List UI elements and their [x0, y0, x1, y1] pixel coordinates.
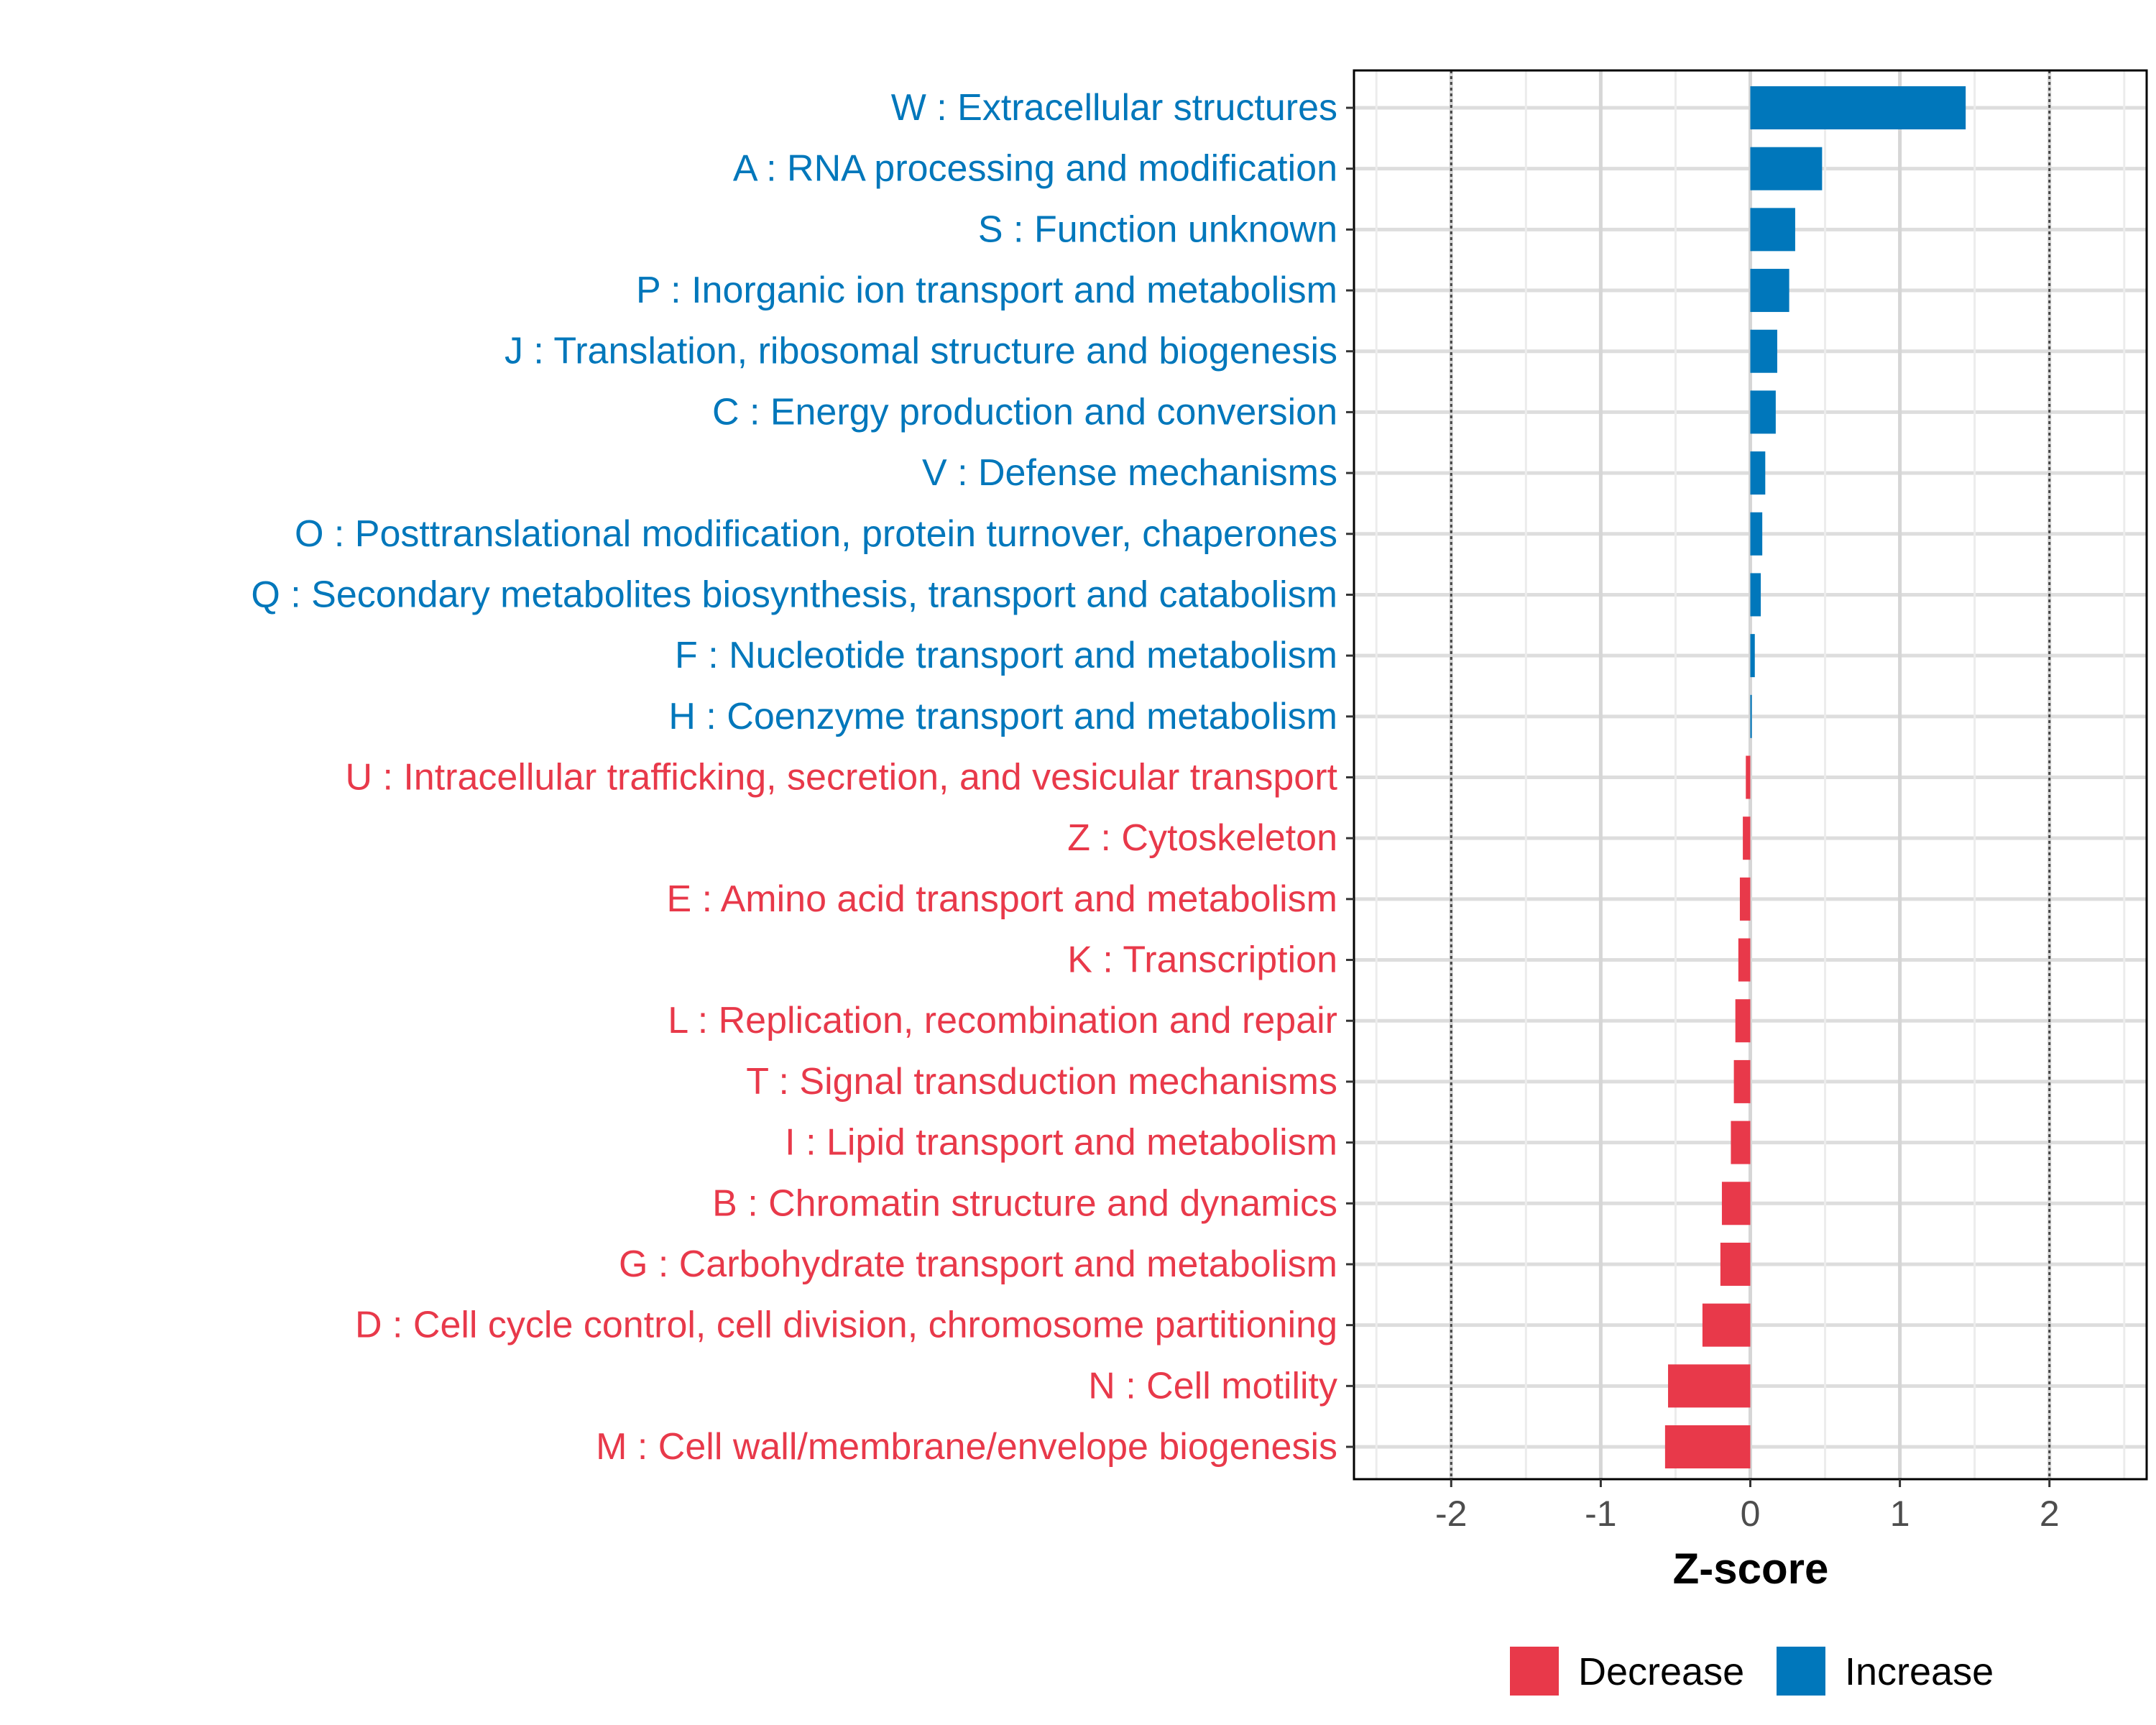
bars: [1664, 86, 1966, 1468]
x-axis: -2 -1 0 1 2: [1435, 1479, 2060, 1534]
y-tick-label: H : Coenzyme transport and metabolism: [668, 696, 1337, 737]
y-tick-label: K : Transcription: [1067, 939, 1337, 981]
x-tick-label: -2: [1435, 1494, 1467, 1534]
bar: [1750, 329, 1777, 373]
y-tick-label: U : Intracellular trafficking, secretion…: [345, 757, 1337, 799]
bar: [1750, 634, 1755, 678]
bar: [1750, 451, 1766, 495]
y-tick-label: F : Nucleotide transport and metabolism: [675, 635, 1337, 676]
bar: [1739, 877, 1751, 921]
reference-lines: [1450, 70, 2051, 1479]
x-tick-label: 1: [1890, 1494, 1910, 1534]
y-tick-label: A : RNA processing and modification: [733, 148, 1337, 190]
y-tick-label: T : Signal transduction mechanisms: [746, 1061, 1337, 1103]
bar: [1721, 1182, 1751, 1225]
y-tick-label: J : Translation, ribosomal structure and…: [505, 331, 1337, 372]
legend-swatch: [1777, 1647, 1825, 1696]
x-axis-label: Z-score: [1673, 1545, 1829, 1593]
legend: Decrease Increase: [1510, 1647, 1994, 1696]
bar: [1738, 938, 1751, 982]
bar: [1750, 573, 1761, 617]
bar: [1750, 512, 1763, 556]
bar: [1731, 1121, 1751, 1164]
x-tick-label: 0: [1741, 1494, 1761, 1534]
vertical-gridlines: [1375, 70, 2126, 1479]
y-tick-label: W : Extracellular structures: [891, 87, 1337, 129]
y-tick-label: I : Lipid transport and metabolism: [785, 1122, 1337, 1164]
bar: [1750, 694, 1752, 738]
x-tick-label: -1: [1585, 1494, 1616, 1534]
y-tick-label: O : Posttranslational modification, prot…: [295, 513, 1337, 555]
bar: [1702, 1303, 1751, 1347]
legend-label: Decrease: [1578, 1650, 1744, 1693]
y-tick-label: Q : Secondary metabolites biosynthesis, …: [251, 574, 1337, 615]
y-tick-label: N : Cell motility: [1088, 1365, 1337, 1407]
legend-swatch: [1510, 1647, 1559, 1696]
y-tick-label: P : Inorganic ion transport and metaboli…: [636, 270, 1337, 311]
bar: [1733, 1059, 1751, 1103]
bar: [1750, 208, 1795, 252]
legend-label: Increase: [1845, 1650, 1994, 1693]
y-tick-label: V : Defense mechanisms: [922, 452, 1337, 494]
bar: [1750, 269, 1789, 313]
bar: [1750, 86, 1966, 129]
bar: [1746, 755, 1751, 799]
y-tick-label: G : Carbohydrate transport and metabolis…: [619, 1243, 1337, 1285]
bar: [1750, 390, 1776, 434]
bar: [1743, 816, 1751, 860]
y-tick-label: M : Cell wall/membrane/envelope biogenes…: [596, 1426, 1337, 1468]
bar: [1664, 1425, 1751, 1468]
y-tick-label: Z : Cytoskeleton: [1067, 817, 1337, 859]
y-tick-label: C : Energy production and conversion: [712, 391, 1337, 433]
y-tick-label: B : Chromatin structure and dynamics: [712, 1182, 1337, 1224]
y-tick-label: S : Function unknown: [978, 208, 1337, 250]
bar: [1720, 1242, 1751, 1286]
bar: [1735, 999, 1751, 1043]
y-tick-label: E : Amino acid transport and metabolism: [666, 878, 1337, 920]
bar: [1668, 1364, 1751, 1408]
y-axis: W : Extracellular structures A : RNA proc…: [251, 87, 1354, 1468]
y-tick-label: D : Cell cycle control, cell division, c…: [355, 1305, 1337, 1346]
bar: [1750, 147, 1823, 190]
x-tick-label: 2: [2040, 1494, 2060, 1534]
y-tick-label: L : Replication, recombination and repai…: [668, 1000, 1337, 1041]
